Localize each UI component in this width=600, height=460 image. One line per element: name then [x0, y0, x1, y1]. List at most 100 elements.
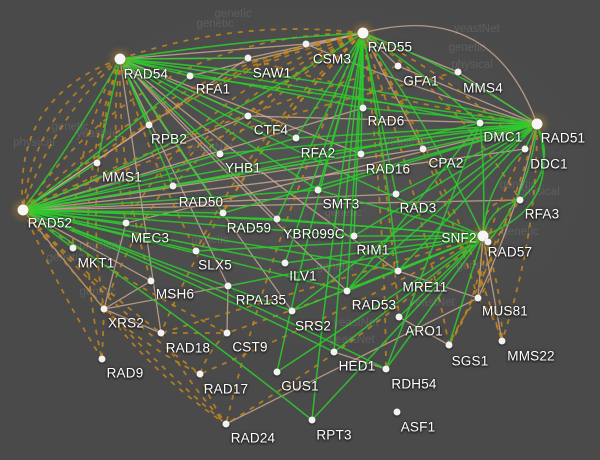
node-xrs2[interactable]	[100, 305, 108, 313]
node-rpt3[interactable]	[308, 416, 316, 424]
edge-rad55-dmc1	[362, 32, 481, 124]
node-gfa1[interactable]	[394, 62, 402, 70]
node-saw1[interactable]	[244, 54, 252, 62]
edge-rad52-rad18	[22, 209, 162, 334]
node-rad3[interactable]	[392, 190, 400, 198]
edge-rad54-xrs2	[95, 58, 121, 310]
node-rad55[interactable]	[357, 27, 369, 39]
node-rad59[interactable]	[219, 209, 227, 217]
edge-aro1-sgs1	[398, 316, 450, 346]
edge-rad55-hed1	[333, 32, 364, 353]
node-snf2[interactable]	[477, 230, 489, 242]
edge-rad54-rad55	[119, 28, 364, 60]
node-rad24[interactable]	[222, 420, 230, 428]
node-mms4[interactable]	[454, 68, 462, 76]
edge-mus81-mms22	[477, 297, 503, 342]
edge-snf2-rad24	[225, 235, 484, 425]
node-rad51[interactable]	[531, 118, 543, 130]
edge-rad55-rdh54	[362, 32, 387, 370]
node-ddc1[interactable]	[521, 145, 529, 153]
node-hed1[interactable]	[330, 348, 338, 356]
node-mus81[interactable]	[474, 294, 482, 302]
edge-rad51-rfa1	[189, 75, 538, 125]
node-rad54[interactable]	[114, 53, 126, 65]
edge-rad52-rfa3	[22, 199, 521, 211]
node-mkt1[interactable]	[69, 244, 77, 252]
edge-xrs2-mec3	[103, 222, 127, 310]
node-rad57[interactable]	[484, 238, 492, 246]
node-cpa2[interactable]	[419, 145, 427, 153]
node-rad6[interactable]	[359, 104, 367, 112]
edge-rad52-smt3	[22, 189, 319, 211]
edge-rad54-slx5	[119, 58, 197, 252]
edge-rad54-mms1	[96, 58, 121, 164]
edge-snf2-ybr099c	[276, 218, 484, 237]
node-rad53[interactable]	[343, 287, 351, 295]
edge-snf2-ilv1	[284, 235, 484, 264]
edge-dmc1-rad53	[346, 122, 481, 292]
node-rad16[interactable]	[357, 150, 365, 158]
edge-rad52-ilv1	[22, 209, 286, 264]
node-gus1[interactable]	[273, 368, 281, 376]
edge-snf2-mms22	[482, 235, 503, 342]
node-sgs1[interactable]	[445, 341, 453, 349]
edge-snf2-mus81	[477, 235, 493, 299]
edge-rad55-rad50	[172, 32, 364, 187]
node-mre11[interactable]	[394, 267, 402, 275]
edge-rad54-rad9	[86, 58, 121, 360]
node-ybr099c[interactable]	[273, 215, 281, 223]
node-srs2[interactable]	[288, 307, 296, 315]
edge-rad51-rad59	[222, 123, 538, 214]
node-cst9[interactable]	[223, 329, 231, 337]
edge-rad54-rfa2	[119, 58, 297, 139]
edge-rad54-mec3	[114, 58, 127, 224]
node-rad52[interactable]	[17, 204, 29, 216]
edge-rad51-rfa2	[295, 123, 538, 139]
edge-cst9-rad17	[199, 332, 228, 375]
node-msh6[interactable]	[147, 277, 155, 285]
node-yhb1[interactable]	[216, 150, 224, 158]
node-rad9[interactable]	[98, 355, 106, 363]
node-ilv1[interactable]	[281, 259, 289, 267]
edge-rad55-snf2	[362, 32, 484, 237]
node-rim1[interactable]	[350, 232, 358, 240]
edge-snf2-rpa135	[227, 235, 484, 287]
edge-snf2-mms22	[482, 235, 503, 342]
node-csm3[interactable]	[302, 40, 310, 48]
edge-rad52-rim1	[22, 209, 355, 237]
edge-rad51-rad53	[346, 123, 538, 292]
node-ctf4[interactable]	[244, 112, 252, 120]
edge-snf2-srs2	[291, 235, 484, 312]
node-dmc1[interactable]	[476, 119, 484, 127]
node-rad50[interactable]	[169, 182, 177, 190]
node-slx5[interactable]	[192, 247, 200, 255]
edge-rad52-saw1	[22, 57, 249, 211]
node-rfa2[interactable]	[292, 134, 300, 142]
edge-rad51-mec3	[125, 123, 538, 224]
node-mms1[interactable]	[93, 159, 101, 167]
node-aro1[interactable]	[395, 313, 403, 321]
node-asf1[interactable]	[393, 408, 401, 416]
node-mms22[interactable]	[498, 337, 506, 345]
edge-rad54-saw1	[119, 57, 249, 60]
edge-rad51-rad6	[362, 107, 538, 125]
node-rad18[interactable]	[157, 329, 165, 337]
edge-xrs2-msh6	[103, 280, 152, 310]
node-smt3[interactable]	[314, 186, 322, 194]
node-rad17[interactable]	[196, 370, 204, 378]
edge-dmc1-rdh54	[385, 122, 481, 370]
edge-snf2-sgs1	[448, 235, 484, 346]
node-rfa3[interactable]	[516, 196, 524, 204]
edge-snf2-hed1	[333, 235, 484, 353]
node-mec3[interactable]	[122, 219, 130, 227]
edge-rad54-rad51	[119, 58, 538, 125]
node-rdh54[interactable]	[382, 365, 390, 373]
edge-rad55-ddc1	[362, 32, 526, 150]
edge-rad17-rad24	[199, 373, 227, 425]
edge-mus81-sgs1	[448, 297, 479, 346]
node-rfa1[interactable]	[186, 72, 194, 80]
node-rpa135[interactable]	[224, 282, 232, 290]
edge-rad54-snf2	[119, 58, 484, 237]
node-rpb2[interactable]	[145, 121, 153, 129]
